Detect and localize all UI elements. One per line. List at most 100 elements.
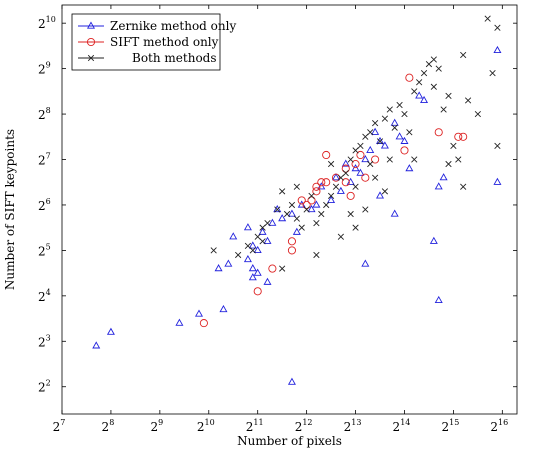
- point-both: [362, 206, 369, 213]
- point-zernike: [361, 259, 370, 267]
- point-sift: [312, 182, 321, 191]
- point-both: [367, 129, 374, 136]
- point-zernike: [361, 154, 370, 163]
- point-sift: [331, 173, 341, 182]
- point-sift: [400, 146, 409, 155]
- point-both: [386, 106, 393, 113]
- point-both: [440, 106, 447, 113]
- point-both: [303, 206, 310, 213]
- point-zernike: [224, 259, 233, 267]
- point-both: [445, 160, 452, 168]
- point-sift: [312, 187, 321, 196]
- point-both: [244, 242, 252, 249]
- point-zernike: [219, 304, 228, 313]
- point-sift: [253, 287, 262, 296]
- point-zernike: [263, 277, 272, 285]
- point-both: [308, 192, 315, 199]
- point-sift: [346, 191, 355, 200]
- legend-entry-sift: SIFT method only: [78, 35, 219, 49]
- point-both: [425, 60, 433, 68]
- point-zernike: [420, 95, 429, 104]
- point-sift: [371, 155, 380, 164]
- point-both: [430, 56, 437, 63]
- point-both: [430, 83, 437, 90]
- point-both: [494, 24, 501, 31]
- point-sift: [459, 132, 468, 141]
- point-both: [367, 160, 374, 168]
- legend: Zernike method only SIFT method only Bot…: [71, 13, 236, 71]
- y-tick-label: 26: [38, 197, 51, 213]
- series-both: [210, 15, 501, 272]
- point-both: [464, 97, 472, 104]
- point-both: [347, 210, 354, 218]
- point-zernike: [312, 200, 321, 208]
- x-tick-label: 28: [102, 418, 115, 434]
- legend-entry-both: Both methods: [78, 51, 217, 65]
- legend-marker-sift: [86, 37, 96, 47]
- point-zernike: [287, 209, 296, 217]
- point-both: [210, 247, 217, 254]
- point-both: [342, 170, 349, 177]
- point-zernike: [415, 91, 424, 99]
- point-zernike: [287, 377, 296, 385]
- point-both: [264, 220, 271, 227]
- x-tick-label: 212: [295, 418, 313, 434]
- point-sift: [361, 173, 370, 182]
- point-both: [435, 65, 442, 72]
- point-both: [381, 188, 389, 195]
- point-zernike: [336, 186, 345, 194]
- point-both: [455, 156, 462, 163]
- point-both: [347, 156, 354, 163]
- x-tick-label: 211: [246, 418, 264, 434]
- point-both: [235, 251, 242, 259]
- point-zernike: [229, 232, 238, 240]
- point-sift: [199, 319, 208, 328]
- axis-ticks: [61, 5, 517, 414]
- point-both: [357, 142, 364, 149]
- point-zernike: [493, 177, 502, 185]
- point-zernike: [400, 136, 409, 144]
- point-both: [396, 101, 403, 109]
- point-both: [254, 233, 261, 240]
- point-zernike: [248, 264, 257, 272]
- point-zernike: [493, 45, 502, 54]
- point-both: [318, 210, 325, 218]
- point-both: [274, 206, 281, 213]
- point-zernike: [390, 209, 399, 217]
- point-both: [484, 15, 491, 22]
- point-zernike: [106, 327, 115, 335]
- point-both: [323, 201, 330, 209]
- series-sift: [199, 73, 468, 328]
- point-zernike: [307, 204, 316, 213]
- point-zernike: [268, 218, 277, 226]
- point-sift: [351, 160, 360, 169]
- point-both: [450, 142, 457, 149]
- point-both: [249, 247, 256, 254]
- point-both: [293, 183, 300, 190]
- point-zernike: [356, 168, 365, 176]
- y-tick-label: 23: [38, 333, 51, 349]
- point-both: [460, 51, 467, 59]
- legend-marker-zernike: [86, 21, 96, 29]
- point-both: [411, 156, 418, 163]
- point-zernike: [434, 182, 443, 190]
- point-zernike: [331, 173, 340, 181]
- point-both: [352, 147, 359, 154]
- point-zernike: [371, 127, 380, 135]
- point-both: [391, 124, 398, 131]
- point-zernike: [341, 159, 350, 167]
- y-tick-label: 22: [38, 379, 51, 395]
- point-zernike: [327, 195, 336, 204]
- point-sift: [454, 132, 463, 141]
- point-zernike: [278, 214, 287, 222]
- x-tick-label: 216: [490, 418, 508, 434]
- point-zernike: [92, 341, 101, 349]
- point-zernike: [292, 227, 301, 235]
- point-sift: [317, 178, 326, 187]
- point-both: [352, 224, 359, 231]
- point-zernike: [253, 268, 262, 276]
- data-points: [92, 15, 502, 385]
- axis-tick-labels: 27 28 29 210 211 212 213 214 215 216 22 23 24 25 26 27 2…: [38, 15, 508, 434]
- point-sift: [287, 246, 296, 255]
